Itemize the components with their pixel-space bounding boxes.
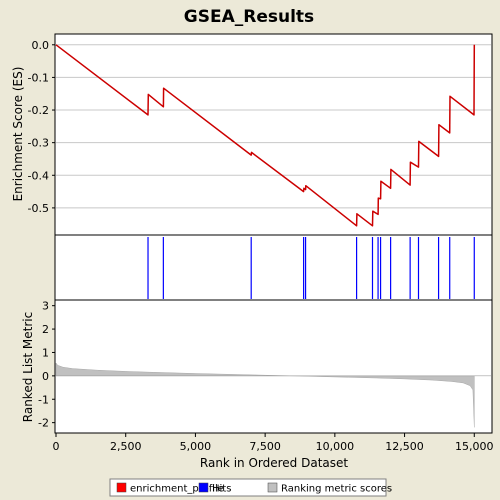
x-tick-label: 10,000	[316, 440, 355, 453]
x-tick-label: 5,000	[180, 440, 212, 453]
metric-panel	[54, 299, 493, 434]
hits-panel	[54, 234, 493, 301]
x-tick-label: 12,500	[385, 440, 424, 453]
enrichment-y-tick-label: -0.3	[28, 137, 49, 150]
metric-y-tick-label: 1	[42, 346, 49, 359]
legend-swatch	[267, 482, 278, 493]
enrichment-profile-group	[55, 44, 476, 227]
enrichment-y-tick-label: 0.0	[32, 39, 50, 52]
metric-y-ticks: 3 2 1 0 -1 -2	[38, 300, 55, 430]
enrichment-y-ticks: 0.0 -0.1 -0.2 -0.3 -0.4 -0.5	[28, 39, 55, 215]
legend-label: enrichment_profile	[130, 484, 224, 495]
x-tick-label: 15,000	[455, 440, 494, 453]
metric-y-tick-label: 0	[42, 370, 49, 383]
metric-y-tick-label: -2	[38, 417, 49, 430]
enrichment-panel	[54, 33, 493, 236]
enrichment-y-tick-label: -0.5	[28, 202, 49, 215]
metric-y-axis-label: Ranked List Metric	[21, 312, 35, 422]
x-tick-label: 7,500	[249, 440, 281, 453]
legend-swatch	[198, 482, 209, 493]
enrichment-y-tick-label: -0.2	[28, 104, 49, 117]
legend-swatch	[116, 482, 127, 493]
chart-title: GSEA_Results	[184, 7, 314, 27]
x-axis-ticks: 0 2,500 5,000 7,500 10,000 12,500 15,000	[53, 433, 494, 453]
x-tick-label: 2,500	[110, 440, 142, 453]
metric-y-tick-label: -1	[38, 393, 49, 406]
x-tick-label: 0	[53, 440, 60, 453]
hits-group	[147, 237, 475, 299]
enrichment-gridlines	[56, 44, 491, 209]
metric-y-tick-label: 2	[42, 323, 49, 336]
ranking-metric-group	[55, 362, 491, 428]
legend-box	[109, 478, 387, 497]
enrichment-y-axis-label: Enrichment Score (ES)	[11, 67, 25, 202]
enrichment-y-tick-label: -0.1	[28, 71, 49, 84]
metric-y-tick-label: 3	[42, 300, 49, 313]
enrichment-y-tick-label: -0.4	[28, 169, 49, 182]
x-axis-label: Rank in Ordered Dataset	[200, 456, 348, 470]
enrichment-profile-line	[55, 44, 476, 227]
legend-label: Hits	[212, 484, 231, 495]
legend-label: Ranking metric scores	[281, 484, 392, 495]
